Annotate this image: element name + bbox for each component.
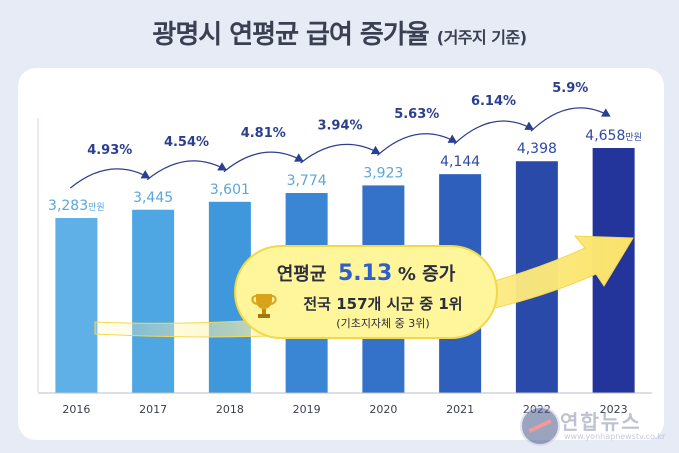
headline-suffix: % 증가 — [398, 264, 456, 285]
growth-rate-1: 4.93% — [87, 143, 132, 158]
value-label-2020: 3,923 — [363, 165, 403, 181]
x-tick-2020: 2020 — [369, 403, 397, 416]
growth-rate-7: 5.9% — [552, 81, 588, 96]
growth-rate-3: 4.81% — [241, 126, 286, 141]
unit-label: 만원 — [88, 202, 105, 213]
growth-arrow-7 — [530, 107, 611, 132]
value-label-2016: 3,283만원 — [48, 198, 105, 214]
value-label-2023: 4,658만원 — [585, 128, 642, 144]
callout-rank-note: (기초지자체 중 3위) — [336, 317, 429, 330]
x-tick-2023: 2023 — [600, 403, 628, 416]
growth-arrow-1 — [69, 168, 151, 189]
watermark-name: 연합뉴스 — [560, 410, 642, 434]
value-label-2022: 4,398 — [517, 141, 557, 157]
growth-arrow-4 — [300, 143, 381, 164]
news-logo-icon — [520, 406, 560, 446]
growth-rate-2: 4.54% — [164, 135, 209, 150]
x-tick-2019: 2019 — [293, 403, 321, 416]
trophy-icon — [251, 294, 277, 318]
callout-headline: 연평균 5.13 % 증가 — [277, 261, 456, 286]
x-tick-2016: 2016 — [62, 403, 90, 416]
bar-2016 — [55, 218, 98, 393]
unit-label: 만원 — [625, 132, 642, 143]
title-main: 광명시 연평균 급여 증가율 — [152, 20, 429, 50]
growth-rate-4: 3.94% — [317, 118, 362, 133]
growth-arrow-6 — [453, 120, 534, 145]
growth-arrow-5 — [376, 133, 458, 156]
watermark-sub: www.yonhapnewstv.co.kr — [564, 432, 666, 441]
title-sub: (거주지 기준) — [436, 28, 527, 47]
value-label-2021: 4,144 — [440, 154, 480, 170]
headline-value: 5.13 — [338, 261, 392, 286]
growth-rate-6: 6.14% — [471, 94, 516, 109]
bar-2017 — [132, 209, 175, 393]
callout-rank: 전국 157개 시군 중 1위 — [303, 295, 462, 313]
growth-arrow-3 — [223, 151, 304, 173]
callout-box — [234, 245, 498, 339]
value-label-2017: 3,445 — [133, 190, 173, 206]
headline-prefix: 연평균 — [277, 264, 327, 285]
growth-arrow-2 — [146, 160, 227, 181]
x-tick-2021: 2021 — [446, 403, 474, 416]
value-label-2019: 3,774 — [287, 173, 327, 189]
growth-rate-5: 5.63% — [394, 107, 439, 122]
value-label-2018: 3,601 — [210, 182, 250, 198]
chart-title: 광명시 연평균 급여 증가율 (거주지 기준) — [0, 14, 679, 51]
watermark: 연합뉴스 www.yonhapnewstv.co.kr — [520, 404, 670, 446]
x-tick-2018: 2018 — [216, 403, 244, 416]
x-tick-2017: 2017 — [139, 403, 167, 416]
